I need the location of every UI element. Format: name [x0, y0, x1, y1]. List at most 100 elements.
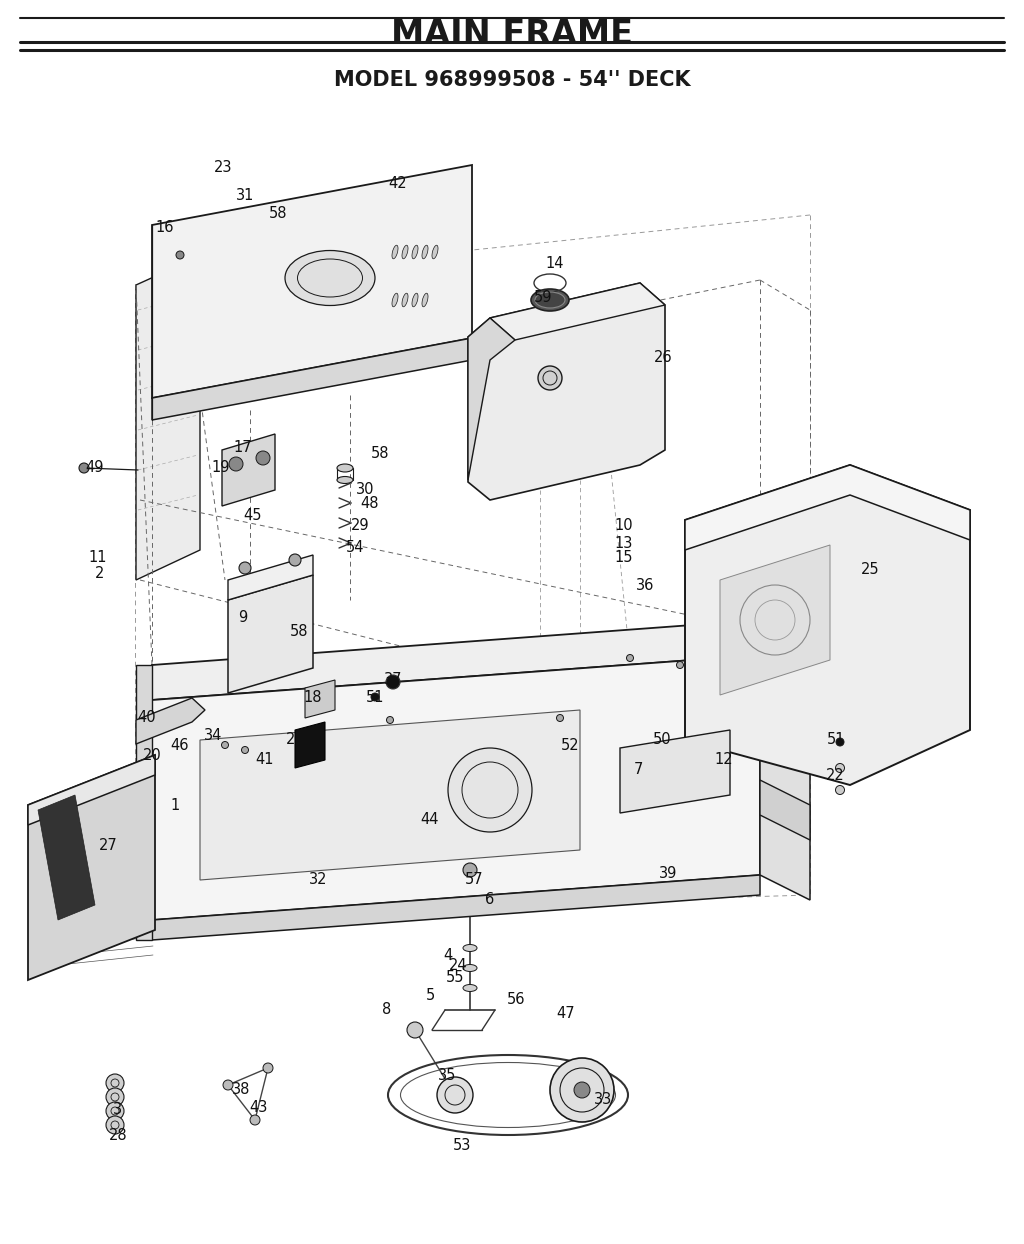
Text: 19: 19 [212, 460, 230, 475]
Text: 58: 58 [371, 445, 389, 460]
Polygon shape [685, 465, 970, 785]
Text: 53: 53 [453, 1137, 471, 1152]
Circle shape [386, 675, 400, 689]
Text: 21: 21 [286, 733, 304, 748]
Text: 36: 36 [636, 577, 654, 592]
Ellipse shape [392, 294, 398, 307]
Text: 12: 12 [715, 753, 733, 768]
Polygon shape [295, 722, 325, 768]
Text: 10: 10 [614, 518, 633, 532]
Text: 16: 16 [156, 220, 174, 235]
Circle shape [836, 785, 845, 795]
Circle shape [449, 748, 532, 832]
Circle shape [677, 662, 683, 668]
Ellipse shape [412, 294, 418, 307]
Text: 23: 23 [214, 160, 232, 175]
Text: 25: 25 [861, 562, 880, 577]
Text: 27: 27 [98, 837, 118, 852]
Ellipse shape [463, 944, 477, 952]
Circle shape [463, 863, 477, 877]
Ellipse shape [422, 294, 428, 307]
Circle shape [106, 1074, 124, 1092]
Polygon shape [760, 656, 810, 899]
Circle shape [229, 457, 243, 471]
Ellipse shape [463, 964, 477, 972]
Text: MAIN FRAME: MAIN FRAME [391, 17, 633, 51]
Ellipse shape [402, 245, 408, 259]
Text: 31: 31 [236, 188, 254, 203]
Text: 33: 33 [594, 1092, 612, 1107]
Circle shape [106, 1102, 124, 1120]
Circle shape [574, 1082, 590, 1098]
Ellipse shape [412, 245, 418, 259]
Polygon shape [136, 666, 152, 940]
Text: 40: 40 [137, 710, 157, 725]
Text: 54: 54 [346, 540, 365, 556]
Text: 45: 45 [244, 509, 262, 524]
Circle shape [263, 1064, 273, 1074]
Polygon shape [152, 620, 810, 700]
Text: 6: 6 [485, 892, 495, 908]
Circle shape [176, 251, 184, 259]
Text: 35: 35 [438, 1067, 456, 1082]
Text: 9: 9 [239, 611, 248, 626]
Text: 11: 11 [89, 550, 108, 565]
Text: 2: 2 [95, 566, 104, 581]
Text: 34: 34 [204, 728, 222, 743]
Polygon shape [228, 555, 313, 600]
Polygon shape [490, 282, 665, 340]
Text: MODEL 968999508 - 54'' DECK: MODEL 968999508 - 54'' DECK [334, 70, 690, 90]
Text: 51: 51 [366, 689, 384, 704]
Text: 42: 42 [389, 175, 408, 190]
Circle shape [250, 1115, 260, 1125]
Circle shape [79, 463, 89, 473]
Text: 28: 28 [109, 1127, 127, 1142]
Circle shape [437, 1077, 473, 1113]
Text: 22: 22 [825, 768, 845, 782]
Circle shape [256, 452, 270, 465]
Text: 18: 18 [304, 690, 323, 705]
Polygon shape [685, 465, 970, 550]
Polygon shape [152, 656, 760, 921]
Text: 41: 41 [256, 753, 274, 768]
Text: 3: 3 [114, 1102, 123, 1117]
Polygon shape [136, 256, 200, 580]
Text: 39: 39 [658, 866, 677, 881]
Text: 7: 7 [633, 763, 643, 778]
Circle shape [627, 654, 634, 662]
Text: 47: 47 [557, 1005, 575, 1020]
Circle shape [106, 1116, 124, 1135]
Circle shape [836, 764, 845, 773]
Text: 58: 58 [268, 205, 288, 220]
Text: 20: 20 [142, 749, 162, 764]
Text: 29: 29 [350, 519, 370, 534]
Ellipse shape [337, 464, 353, 471]
Ellipse shape [535, 292, 565, 309]
Polygon shape [305, 680, 335, 718]
Ellipse shape [392, 245, 398, 259]
Ellipse shape [422, 245, 428, 259]
Circle shape [836, 738, 844, 746]
Circle shape [371, 693, 379, 702]
Polygon shape [28, 755, 155, 980]
Text: 46: 46 [171, 738, 189, 753]
Text: 55: 55 [445, 970, 464, 985]
Polygon shape [720, 545, 830, 695]
Polygon shape [28, 755, 155, 825]
Text: 51: 51 [826, 733, 845, 748]
Polygon shape [152, 875, 760, 940]
Circle shape [242, 746, 249, 754]
Text: 49: 49 [86, 460, 104, 475]
Circle shape [221, 741, 228, 749]
Text: 15: 15 [614, 551, 633, 566]
Circle shape [239, 562, 251, 573]
Polygon shape [222, 434, 275, 506]
Ellipse shape [531, 289, 569, 311]
Circle shape [223, 1080, 233, 1090]
Text: 56: 56 [507, 993, 525, 1008]
Text: 48: 48 [360, 495, 379, 510]
Circle shape [407, 1023, 423, 1037]
Circle shape [550, 1057, 614, 1122]
Text: 4: 4 [443, 948, 453, 963]
Text: 13: 13 [614, 535, 633, 551]
